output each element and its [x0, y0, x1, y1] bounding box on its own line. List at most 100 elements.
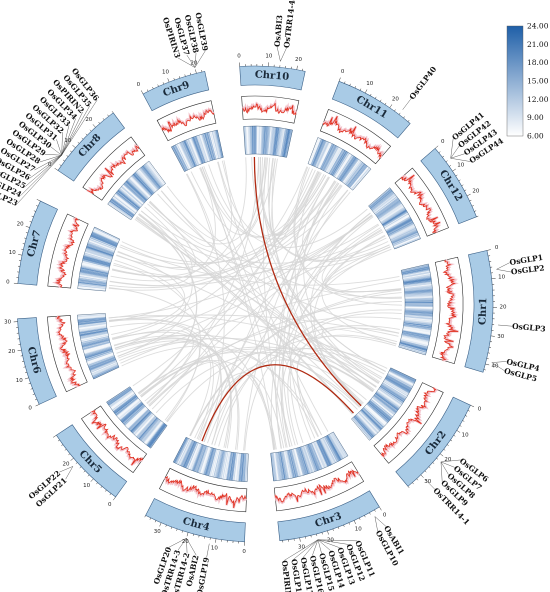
heatmap-bin [106, 386, 131, 403]
heatmap-bin [204, 447, 214, 476]
legend-tick-label: 9.00 [527, 113, 544, 122]
heatmap-bin [128, 409, 150, 430]
heatmap-bin [385, 377, 411, 392]
heatmap-bin [130, 411, 152, 433]
axis-tick [68, 453, 71, 456]
heatmap-bin [204, 447, 213, 475]
heatmap-bin [139, 418, 159, 441]
heatmap-bin [329, 149, 345, 175]
heatmap-bin [124, 405, 146, 426]
heatmap-bin [189, 443, 201, 470]
axis-tick [34, 398, 37, 401]
heatmap-bin [333, 152, 349, 177]
heatmap-bin [84, 251, 112, 261]
axis-tick [364, 515, 366, 518]
gene-leader-line [61, 118, 76, 156]
heatmap-bin [232, 452, 237, 481]
heatmap-bin [182, 140, 195, 167]
heatmap-bin [393, 235, 420, 248]
heatmap-bin [83, 343, 111, 352]
heatmap-bin [177, 143, 191, 170]
density-line [165, 475, 247, 509]
heatmap-bin [401, 335, 429, 343]
heatmap-bin [334, 153, 351, 178]
heatmap-bin [79, 270, 108, 277]
heatmap-bin [323, 145, 338, 172]
gene-leader-line [44, 154, 62, 156]
heatmap-bin [348, 164, 367, 188]
axis-tick [343, 524, 345, 527]
heatmap-bin [292, 449, 301, 477]
heatmap-bin [404, 315, 433, 320]
gene-leader-line [424, 478, 435, 490]
gene-leader-line [20, 155, 62, 196]
syntenic-link [203, 166, 320, 237]
heatmap-bin [276, 127, 282, 156]
heatmap-bin [391, 230, 418, 243]
axis-tick [52, 434, 57, 438]
heatmap-bin [135, 415, 156, 438]
heatmap-bin [182, 440, 195, 467]
density-band [89, 409, 143, 467]
heatmap-bin [261, 126, 264, 155]
density-line [322, 115, 382, 160]
heatmap-bin [78, 282, 107, 287]
axis-tick [24, 237, 27, 239]
legend-tick-label: 18.00 [527, 58, 549, 67]
heatmap-bin [84, 348, 112, 358]
heatmap-bin [324, 436, 339, 462]
heatmap-bin [174, 437, 189, 464]
heatmap-bin [189, 138, 201, 165]
ideogram-segment [17, 200, 58, 286]
syntenic-link [274, 182, 340, 449]
heatmap-bin [116, 191, 139, 210]
heatmap-bin [272, 127, 277, 156]
heatmap-bin [213, 449, 221, 478]
heatmap-bin [130, 411, 151, 432]
heatmap-bin [241, 453, 245, 482]
heatmap-bin [360, 409, 382, 431]
heatmap-bin [335, 153, 352, 178]
tick-label: 40 [491, 363, 498, 369]
heatmap-bin [404, 309, 433, 312]
heatmap-bin [361, 409, 383, 430]
heatmap-bin [404, 306, 433, 309]
axis-tick [321, 532, 323, 535]
heatmap-bin [351, 167, 370, 190]
heatmap-bin [88, 357, 116, 369]
axis-tick [66, 155, 69, 157]
heatmap-bin [326, 435, 341, 461]
axis-tick [452, 168, 456, 172]
heatmap-bin [87, 242, 115, 254]
gene-leader-line [65, 466, 74, 480]
heatmap-bin [404, 320, 432, 325]
heatmap-bin [359, 411, 380, 432]
axis-tick [85, 133, 88, 136]
heatmap-bin [117, 399, 140, 418]
heatmap-bin [80, 267, 109, 274]
heatmap-bin [357, 412, 378, 434]
axis-tick [36, 205, 39, 207]
heatmap-bin [379, 386, 404, 403]
heatmap-bin [80, 269, 108, 276]
heatmap-bin [392, 234, 420, 246]
heatmap-bin [128, 177, 150, 199]
heatmap-bin [77, 285, 106, 289]
heatmap-bin [229, 452, 235, 481]
heatmap-bin [400, 340, 428, 349]
heatmap-bin [83, 256, 111, 265]
heatmap-bin [373, 395, 397, 414]
heatmap-bin [89, 359, 117, 372]
heatmap-bin [192, 136, 204, 164]
heatmap-bin [263, 126, 267, 155]
ideogram-segment [277, 490, 380, 542]
syntenic-link [271, 158, 321, 236]
heatmap-bin [179, 439, 192, 466]
heatmap-bin [382, 381, 408, 398]
highlighted-links [201, 156, 362, 442]
heatmap-bin [142, 420, 161, 443]
heatmap-bin [220, 451, 227, 479]
heatmap-bin [177, 439, 191, 465]
heatmap-bin [306, 444, 317, 472]
axis-tick [470, 404, 475, 408]
